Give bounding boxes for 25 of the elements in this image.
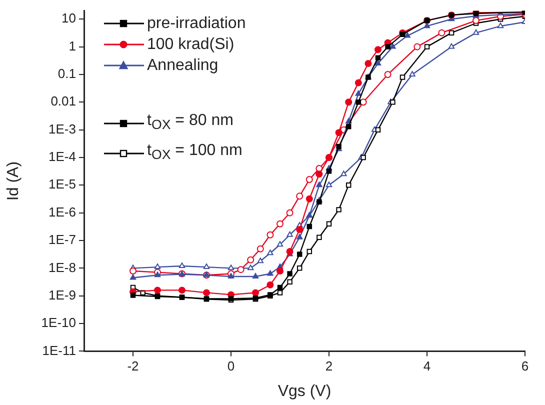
x-tick-label: 0 [227, 358, 235, 374]
y-tick-label: 1E-8 [48, 260, 76, 275]
x-tick-label: 6 [521, 358, 529, 374]
y-tick-label: 1E-10 [41, 315, 76, 330]
y-tick-label: 1E-5 [48, 176, 76, 192]
legend-label: pre-irradiation [147, 14, 246, 34]
y-tick-label: 1E-7 [48, 232, 76, 248]
y-tick-label: 1E-11 [42, 342, 76, 358]
y-tick-label: 1E-3 [48, 121, 76, 136]
y-tick-label: 1E-9 [48, 287, 76, 302]
x-axis-title: Vgs (V) [278, 382, 332, 400]
y-tick-label: 10 [62, 10, 76, 26]
x-tick-label: -2 [127, 358, 139, 374]
legend-label: Annealing [147, 56, 218, 76]
annotation: t$_{OX}$ = 100 nm [147, 141, 242, 164]
legend-label: 100 krad(Si) [147, 35, 234, 55]
annotation: t$_{OX}$ = 80 nm [147, 111, 234, 134]
y-tick-label: 0.1 [58, 66, 76, 82]
y-tick-label: 1 [68, 38, 76, 54]
y-axis-title: Id (A) [5, 161, 22, 201]
y-tick-label: 1E-6 [48, 204, 76, 220]
x-tick-label: 4 [423, 358, 431, 374]
x-tick-label: 2 [325, 358, 333, 374]
y-tick-label: 0.01 [50, 94, 76, 109]
y-tick-label: 1E-4 [48, 149, 76, 164]
